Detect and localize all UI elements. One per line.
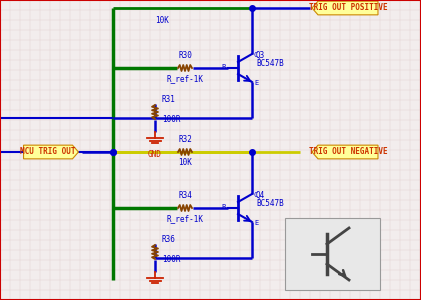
Text: 100R: 100R [162, 255, 181, 264]
Polygon shape [312, 145, 378, 159]
Text: BC547B: BC547B [256, 58, 284, 68]
Text: TRIG OUT NEGATIVE: TRIG OUT NEGATIVE [309, 148, 387, 157]
Text: E: E [254, 80, 258, 86]
Text: C: C [254, 192, 258, 198]
Text: R32: R32 [178, 135, 192, 144]
Text: C: C [254, 52, 258, 58]
Text: R34: R34 [178, 191, 192, 200]
Text: E: E [254, 220, 258, 226]
Text: R_ref-1K: R_ref-1K [166, 214, 203, 223]
Text: Q4: Q4 [256, 190, 265, 200]
Text: 10K: 10K [155, 16, 169, 25]
Text: TRIG OUT POSITIVE: TRIG OUT POSITIVE [309, 4, 387, 13]
Text: BC547B: BC547B [256, 199, 284, 208]
Text: Q3: Q3 [256, 50, 265, 59]
Text: MCU TRIG OUT: MCU TRIG OUT [20, 148, 76, 157]
Text: B: B [222, 204, 226, 210]
Text: R31: R31 [162, 95, 176, 104]
Bar [285, 218, 380, 290]
Text: 10K: 10K [178, 158, 192, 167]
Text: R36: R36 [162, 235, 176, 244]
Polygon shape [312, 1, 378, 15]
Text: B: B [222, 64, 226, 70]
Text: R_ref-1K: R_ref-1K [166, 74, 203, 83]
Text: GND: GND [148, 150, 162, 159]
Polygon shape [24, 145, 78, 159]
Text: R30: R30 [178, 51, 192, 60]
Text: 100R: 100R [162, 115, 181, 124]
